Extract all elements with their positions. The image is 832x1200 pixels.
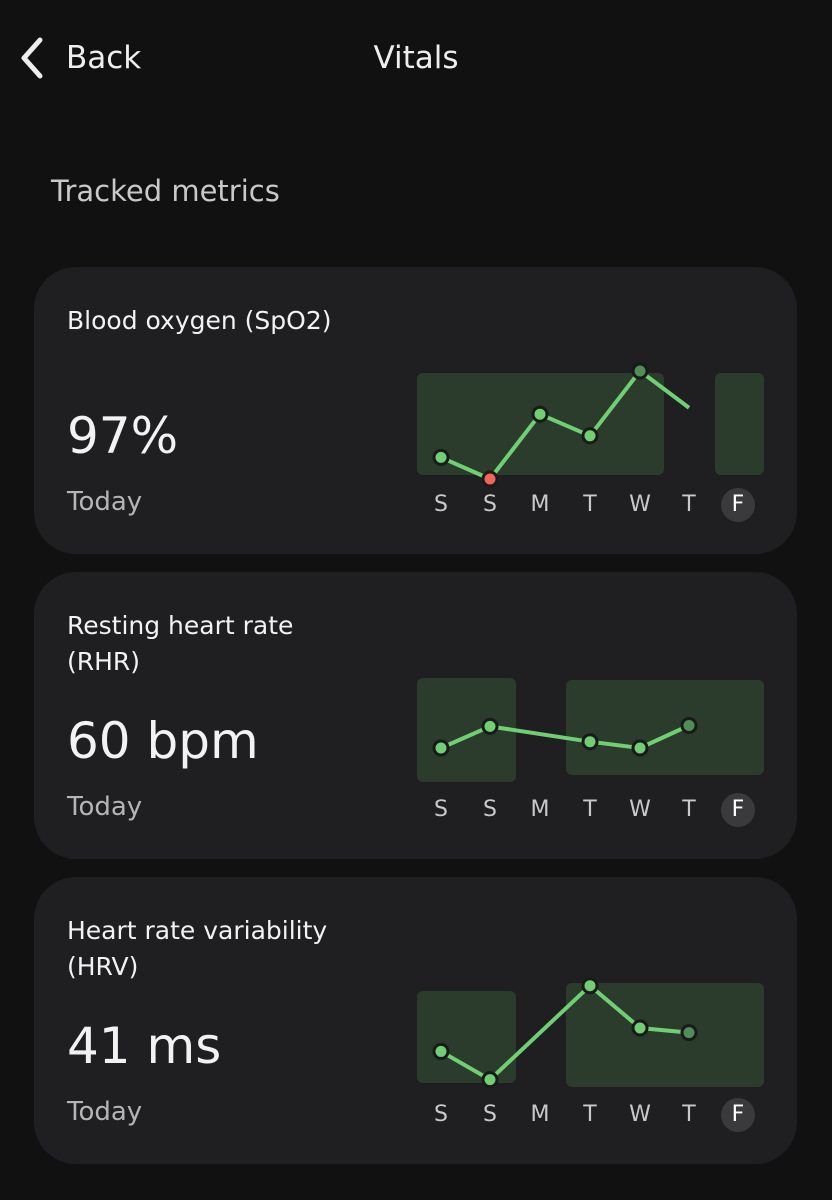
data-point — [581, 427, 599, 445]
data-point — [432, 739, 450, 757]
day-label: W — [629, 492, 651, 517]
metric-card[interactable]: Heart rate variability (HRV) 41 ms Today S S… — [34, 877, 797, 1164]
day-label: S — [483, 797, 497, 822]
data-point — [631, 739, 649, 757]
day-label: W — [629, 1102, 651, 1127]
back-button[interactable]: Back — [18, 36, 141, 80]
metric-card[interactable]: Blood oxygen (SpO2) 97% Today S S M T W T F — [34, 267, 797, 554]
day-label: T — [681, 797, 696, 822]
data-point — [432, 1042, 450, 1060]
day-label: M — [531, 797, 550, 822]
data-point — [481, 1071, 499, 1089]
data-point — [680, 717, 698, 734]
metric-title: Resting heart rate (RHR) — [67, 611, 294, 676]
data-point — [481, 470, 499, 488]
today-marker — [721, 488, 755, 522]
day-label: F — [732, 492, 745, 517]
day-label: F — [732, 1102, 745, 1127]
data-point — [631, 1019, 649, 1037]
metric-value: 60 bpm — [67, 712, 259, 770]
data-point — [581, 733, 599, 751]
data-point — [680, 1024, 698, 1042]
trend-line — [440, 369, 691, 481]
day-label: M — [531, 492, 550, 517]
range-band — [417, 991, 516, 1083]
back-icon — [21, 37, 43, 79]
metric-card[interactable]: Resting heart rate (RHR) 60 bpm Today S S M T W… — [34, 572, 797, 859]
range-band — [566, 983, 764, 1087]
metric-title: Blood oxygen (SpO2) — [67, 306, 332, 335]
day-label: T — [582, 1102, 597, 1127]
day-label: F — [732, 797, 745, 822]
metric-title: Heart rate variability (HRV) — [67, 916, 328, 981]
day-label: S — [434, 1102, 448, 1127]
page-title: Vitals — [373, 40, 459, 76]
day-label: S — [483, 1102, 497, 1127]
metric-value: 97% — [67, 407, 179, 465]
today-marker — [721, 793, 755, 827]
range-band — [417, 373, 664, 475]
day-label: T — [681, 492, 696, 517]
day-label: M — [531, 1102, 550, 1127]
data-point — [581, 977, 599, 995]
data-point — [432, 448, 450, 466]
day-label: T — [582, 797, 597, 822]
metric-value: 41 ms — [67, 1017, 222, 1075]
day-label: T — [681, 1102, 696, 1127]
metric-period: Today — [67, 1097, 143, 1127]
metric-period: Today — [67, 792, 143, 822]
range-band — [715, 373, 764, 475]
data-point — [531, 405, 549, 423]
day-label: S — [434, 797, 448, 822]
day-label: S — [483, 492, 497, 517]
section-title: Tracked metrics — [51, 174, 280, 208]
metric-period: Today — [67, 487, 143, 517]
today-marker — [721, 1098, 755, 1132]
day-label: S — [434, 492, 448, 517]
range-band — [566, 680, 764, 775]
back-label: Back — [66, 40, 142, 76]
data-point — [631, 362, 649, 380]
day-label: T — [582, 492, 597, 517]
day-label: W — [629, 797, 651, 822]
data-point — [481, 717, 499, 735]
